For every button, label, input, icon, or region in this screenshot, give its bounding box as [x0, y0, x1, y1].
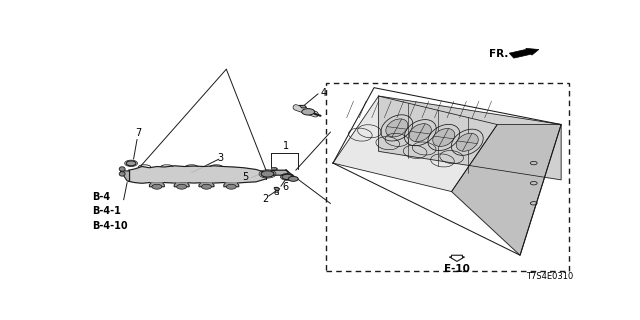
Ellipse shape [119, 172, 125, 176]
Circle shape [227, 184, 236, 189]
Text: FR.: FR. [489, 49, 508, 60]
Text: 4: 4 [321, 88, 326, 98]
Text: 6: 6 [282, 182, 289, 192]
Polygon shape [273, 168, 277, 170]
Circle shape [301, 108, 315, 115]
Polygon shape [300, 105, 307, 108]
Text: B-4-1: B-4-1 [92, 206, 121, 216]
Text: 2: 2 [262, 194, 268, 204]
Circle shape [152, 184, 162, 189]
FancyArrow shape [509, 48, 539, 58]
Text: E-10: E-10 [444, 264, 470, 274]
Ellipse shape [456, 133, 478, 151]
Text: B-4: B-4 [92, 192, 111, 202]
Polygon shape [271, 170, 288, 175]
Text: 7: 7 [136, 128, 141, 138]
Circle shape [202, 184, 211, 189]
Polygon shape [121, 171, 129, 181]
Polygon shape [129, 166, 266, 183]
Text: T7S4E0310: T7S4E0310 [526, 272, 573, 281]
Polygon shape [333, 96, 497, 192]
Circle shape [282, 174, 292, 180]
Polygon shape [224, 183, 239, 187]
Polygon shape [275, 188, 280, 191]
Ellipse shape [410, 124, 431, 142]
Ellipse shape [433, 128, 455, 147]
Polygon shape [199, 183, 214, 187]
Text: B-4-10: B-4-10 [92, 221, 128, 231]
Polygon shape [379, 96, 561, 180]
Text: 1: 1 [283, 140, 289, 150]
Polygon shape [452, 124, 561, 255]
Polygon shape [174, 183, 189, 187]
Text: 5: 5 [243, 172, 249, 182]
Ellipse shape [386, 119, 408, 137]
Circle shape [261, 171, 274, 177]
FancyArrow shape [449, 255, 465, 261]
Circle shape [126, 161, 136, 166]
Circle shape [288, 176, 298, 181]
Text: 3: 3 [218, 153, 223, 163]
Circle shape [177, 184, 187, 189]
Ellipse shape [119, 167, 125, 171]
Polygon shape [150, 183, 164, 187]
